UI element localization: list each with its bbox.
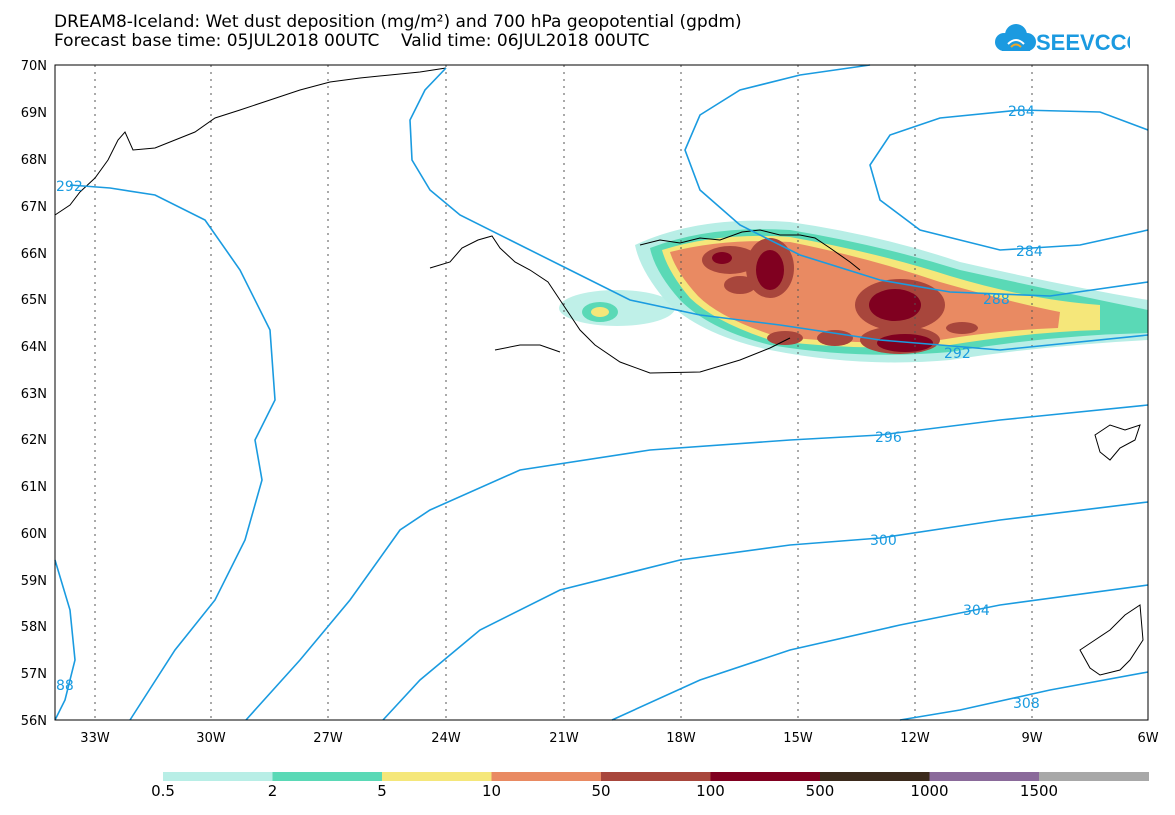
- colorbar-label: 500: [805, 782, 835, 800]
- contour-labels: 284 284 288 292 296 300 304 308 292 88: [56, 104, 1043, 712]
- svg-text:296: 296: [875, 430, 902, 446]
- svg-text:33W: 33W: [80, 731, 110, 746]
- svg-text:70N: 70N: [21, 59, 47, 74]
- svg-text:15W: 15W: [783, 731, 813, 746]
- colorbar-swatch: [272, 772, 383, 781]
- svg-text:292: 292: [56, 179, 83, 195]
- svg-text:59N: 59N: [21, 574, 47, 589]
- svg-text:67N: 67N: [21, 200, 47, 215]
- colorbar-label: 5: [377, 782, 387, 800]
- colorbar-swatch: [820, 772, 930, 781]
- svg-text:63N: 63N: [21, 387, 47, 402]
- svg-text:9W: 9W: [1021, 731, 1042, 746]
- logo-text: SEEVCCC: [1036, 30, 1130, 55]
- svg-text:24W: 24W: [431, 731, 461, 746]
- svg-text:21W: 21W: [549, 731, 579, 746]
- seevccc-logo: SEEVCCC: [995, 24, 1130, 55]
- svg-text:57N: 57N: [21, 667, 47, 682]
- svg-text:300: 300: [870, 533, 897, 549]
- svg-text:60N: 60N: [21, 527, 47, 542]
- dust-deposition-field: [559, 220, 1148, 363]
- colorbar-swatch: [1039, 772, 1149, 781]
- map-title: DREAM8-Iceland: Wet dust deposition (mg/…: [54, 12, 742, 32]
- colorbar-swatch: [710, 772, 821, 781]
- svg-text:308: 308: [1013, 696, 1040, 712]
- colorbar-label: 0.5: [151, 782, 175, 800]
- longitude-labels: 33W 30W 27W 24W 21W 18W 15W 12W 9W 6W: [80, 731, 1158, 746]
- svg-text:18W: 18W: [666, 731, 696, 746]
- coastlines: [54, 67, 1144, 676]
- svg-text:66N: 66N: [21, 247, 47, 262]
- svg-text:56N: 56N: [21, 714, 47, 729]
- svg-text:304: 304: [963, 603, 990, 619]
- geopotential-contours: [54, 64, 1149, 721]
- svg-text:12W: 12W: [900, 731, 930, 746]
- colorbar-swatch: [929, 772, 1040, 781]
- colorbar-swatch: [491, 772, 602, 781]
- colorbar-label: 1000: [910, 782, 949, 800]
- svg-text:6W: 6W: [1137, 731, 1158, 746]
- svg-text:292: 292: [944, 346, 971, 362]
- svg-text:284: 284: [1008, 104, 1035, 120]
- cloud-icon: [995, 24, 1036, 51]
- colorbar-swatch: [601, 772, 711, 781]
- svg-text:61N: 61N: [21, 480, 47, 495]
- svg-text:288: 288: [983, 292, 1010, 308]
- svg-text:58N: 58N: [21, 620, 47, 635]
- svg-text:69N: 69N: [21, 106, 47, 121]
- colorbar-label: 10: [481, 782, 502, 800]
- svg-text:64N: 64N: [21, 340, 47, 355]
- colorbar-label: 2: [267, 782, 278, 800]
- colorbar-label: 50: [591, 782, 611, 800]
- svg-text:284: 284: [1016, 244, 1043, 260]
- svg-text:30W: 30W: [196, 731, 226, 746]
- svg-text:27W: 27W: [313, 731, 343, 746]
- svg-text:88: 88: [56, 678, 74, 694]
- colorbar-swatch: [163, 772, 273, 781]
- svg-text:68N: 68N: [21, 153, 47, 168]
- map-frame: [54, 64, 1149, 721]
- svg-text:65N: 65N: [21, 293, 47, 308]
- svg-text:62N: 62N: [21, 433, 47, 448]
- colorbar-swatch: [382, 772, 492, 781]
- graticule: [94, 65, 1033, 720]
- latitude-labels: 70N 69N 68N 67N 66N 65N 64N 63N 62N 61N …: [21, 59, 47, 729]
- colorbar-label: 1500: [1019, 782, 1059, 800]
- colorbar-label: 100: [696, 782, 725, 800]
- map-subtitle: Forecast base time: 05JUL2018 00UTC Vali…: [54, 31, 650, 51]
- colorbar: [163, 772, 1149, 781]
